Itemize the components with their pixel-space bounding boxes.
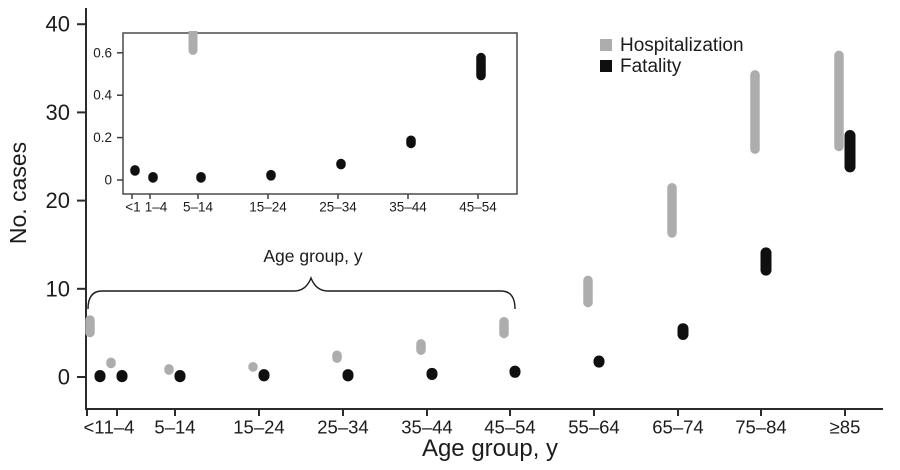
main-x-tick-label: 45–54: [484, 417, 535, 438]
main-y-tick-label: 30: [46, 100, 70, 125]
main-x-tick-label: 65–74: [652, 417, 703, 438]
inset-x-tick-label: <1: [125, 200, 140, 215]
inset-x-tick-label: 5–14: [183, 200, 214, 215]
main-y-axis-title: No. cases: [5, 142, 31, 244]
inset-chart: 0 0.2 0.4 0.6 <1 1–4 5–14 15–24 25–34 35–44 45–54: [93, 31, 518, 215]
legend: Hospitalization Fatality: [600, 35, 744, 77]
legend-label-fatality: Fatality: [620, 56, 682, 77]
inset-x-tick-label: 35–44: [389, 200, 427, 215]
legend-label-hospitalization: Hospitalization: [620, 35, 744, 56]
inset-x-axis-title: Age group, y: [263, 246, 362, 266]
main-y-tick-label: 10: [46, 276, 70, 301]
main-x-tick-label: ≥85: [830, 417, 861, 438]
main-x-axis-title: Age group, y: [422, 435, 558, 462]
main-x-tick-label: <1: [83, 417, 104, 438]
main-x-tick-label: 35–44: [401, 417, 452, 438]
main-y-tick-label: 40: [46, 12, 70, 37]
legend-swatch-hospitalization: [600, 39, 612, 51]
inset-y-tick-label: 0.2: [93, 130, 112, 145]
main-axes: [85, 8, 883, 410]
inset-x-tick-label: 25–34: [319, 200, 357, 215]
inset-marks: [130, 31, 486, 183]
inset-y-tick-label: 0.4: [93, 88, 112, 103]
main-x-tick-label: 15–24: [233, 417, 284, 438]
main-x-tick-label: 25–34: [317, 417, 368, 438]
main-x-tick-label: 1–4: [104, 417, 135, 438]
main-y-tick-label: 0: [58, 365, 70, 390]
main-marks: [85, 50, 856, 383]
main-x-tick-label: 75–84: [735, 417, 786, 438]
inset-y-tick-label: 0.6: [93, 45, 112, 60]
inset-plot-area: 0 0.2 0.4 0.6 <1 1–4 5–14 15–24 25–34 35–44 45–54: [93, 31, 497, 215]
main-x-tick-label: 5–14: [154, 417, 195, 438]
inset-frame: [122, 32, 518, 195]
inset-scope-brace: [87, 276, 516, 310]
inset-y-tick-label: 0: [104, 173, 112, 188]
main-y-tick-label: 20: [46, 188, 70, 213]
inset-x-tick-label: 1–4: [145, 200, 168, 215]
legend-swatch-fatality: [600, 60, 612, 72]
main-x-tick-label: 55–64: [568, 417, 619, 438]
inset-x-tick-label: 15–24: [249, 200, 287, 215]
inset-x-tick-label: 45–54: [459, 200, 497, 215]
